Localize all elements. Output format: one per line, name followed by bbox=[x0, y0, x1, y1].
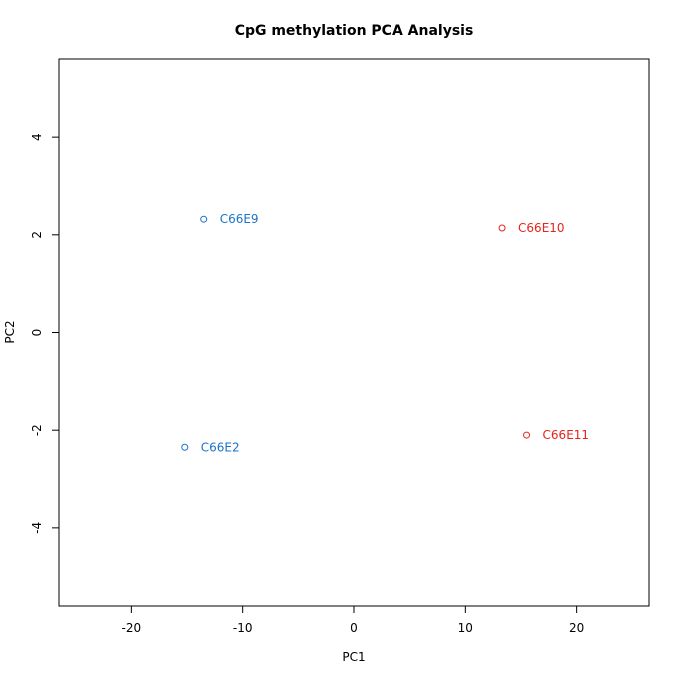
x-axis: -20 -10 0 10 20 bbox=[122, 605, 584, 635]
x-tick-label: 0 bbox=[350, 621, 358, 635]
data-point bbox=[523, 431, 531, 439]
y-tick-label: 0 bbox=[30, 329, 44, 337]
data-point-label: C66E2 bbox=[201, 440, 240, 454]
plot-frame bbox=[58, 58, 650, 607]
x-tick-label: -20 bbox=[122, 621, 142, 635]
y-axis: -4 -2 0 2 4 bbox=[30, 133, 60, 534]
data-point bbox=[200, 215, 208, 223]
y-tick-label: 4 bbox=[30, 133, 44, 141]
x-tick-label: 20 bbox=[569, 621, 584, 635]
y-tick-label: -2 bbox=[30, 424, 44, 436]
x-tick-label: 10 bbox=[458, 621, 473, 635]
data-point-label: C66E9 bbox=[220, 212, 259, 226]
x-tick-label: -10 bbox=[233, 621, 253, 635]
y-tick-label: 2 bbox=[30, 231, 44, 239]
y-tick-label: -4 bbox=[30, 522, 44, 534]
data-point bbox=[181, 443, 189, 451]
points-layer: C66E9 C66E2 C66E10 C66E11 bbox=[181, 212, 590, 454]
data-point-label: C66E10 bbox=[518, 221, 565, 235]
y-axis-label: PC2 bbox=[3, 320, 17, 343]
data-point-label: C66E11 bbox=[543, 428, 590, 442]
x-axis-label: PC1 bbox=[342, 650, 365, 664]
data-point bbox=[498, 224, 506, 232]
chart-title: CpG methylation PCA Analysis bbox=[235, 23, 474, 39]
